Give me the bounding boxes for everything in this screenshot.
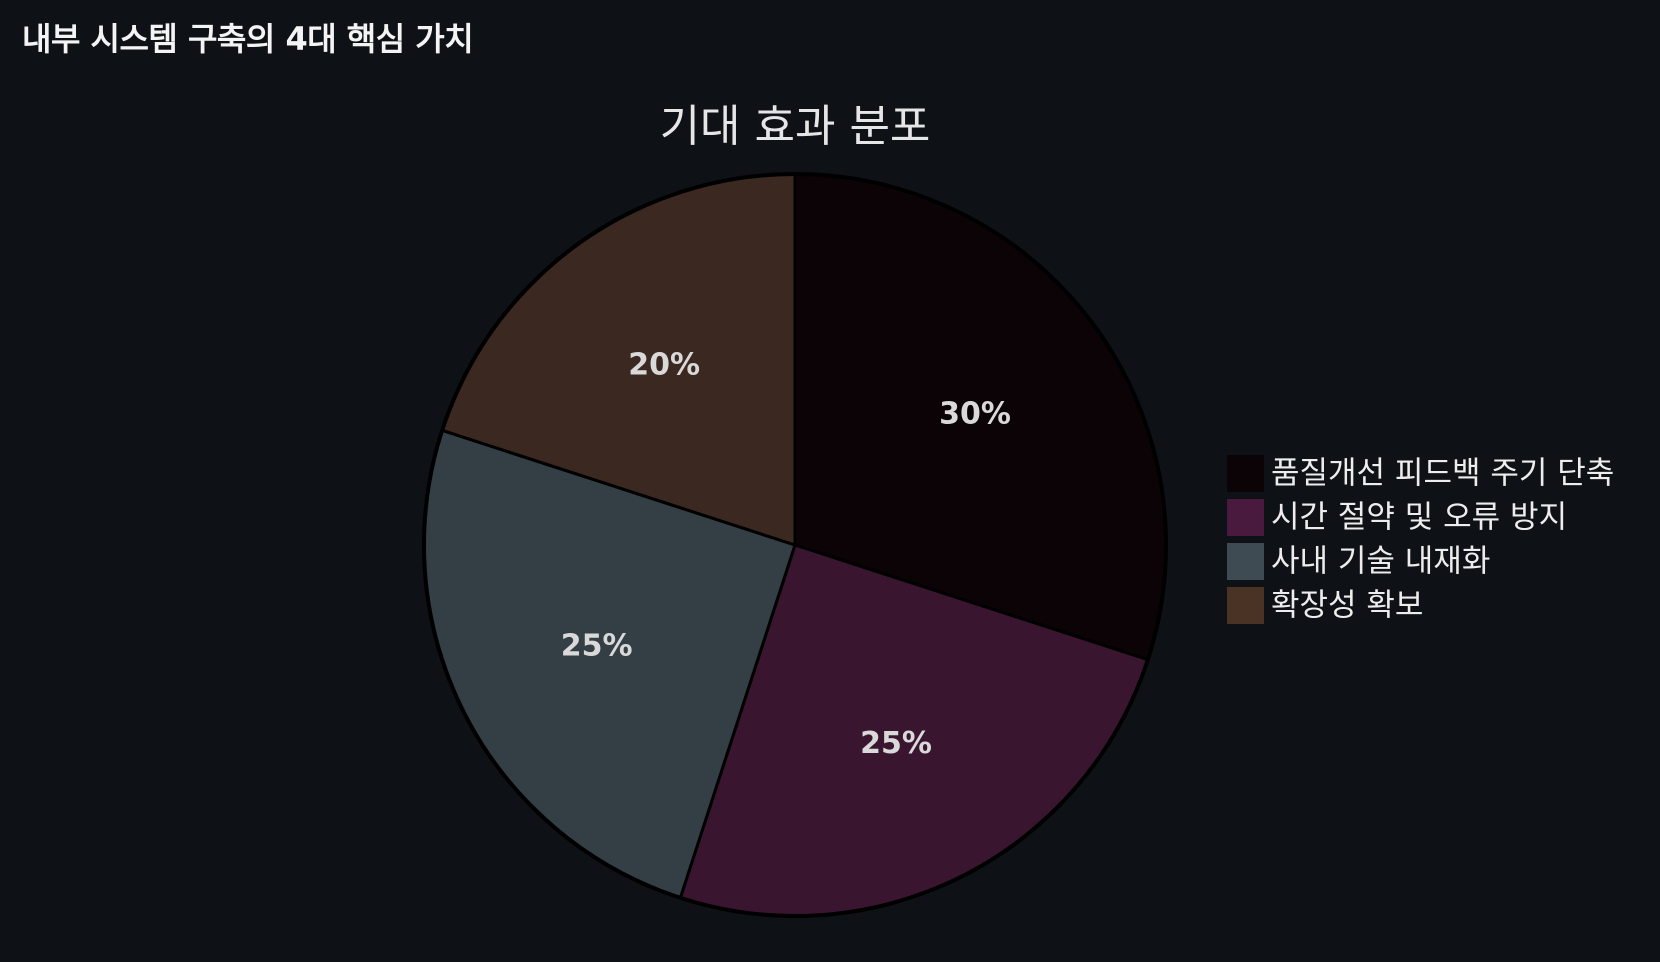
slice-value-label-3: 25% xyxy=(561,629,633,664)
legend-swatch-3 xyxy=(1227,543,1264,580)
legend-label-3: 사내 기술 내재화 xyxy=(1271,544,1490,580)
legend-label-2: 시간 절약 및 오류 방지 xyxy=(1271,500,1567,536)
pie-slices xyxy=(422,172,1168,918)
slice-value-label-4: 20% xyxy=(628,347,700,382)
legend-label-1: 품질개선 피드백 주기 단축 xyxy=(1271,456,1614,492)
legend-swatch-2 xyxy=(1227,499,1264,536)
page-title: 내부 시스템 구축의 4대 핵심 가치 xyxy=(22,20,474,58)
legend-label-4: 확장성 확보 xyxy=(1271,588,1423,624)
legend-swatch-1 xyxy=(1227,455,1264,492)
legend-swatch-4 xyxy=(1227,587,1264,624)
pie-outline xyxy=(422,172,1168,918)
slice-value-label-1: 30% xyxy=(939,397,1011,432)
slice-value-label-2: 25% xyxy=(860,726,932,761)
pie-value-labels: 30% 25% 25% 20% xyxy=(561,347,1011,760)
chart-title: 기대 효과 분포 xyxy=(660,101,931,152)
